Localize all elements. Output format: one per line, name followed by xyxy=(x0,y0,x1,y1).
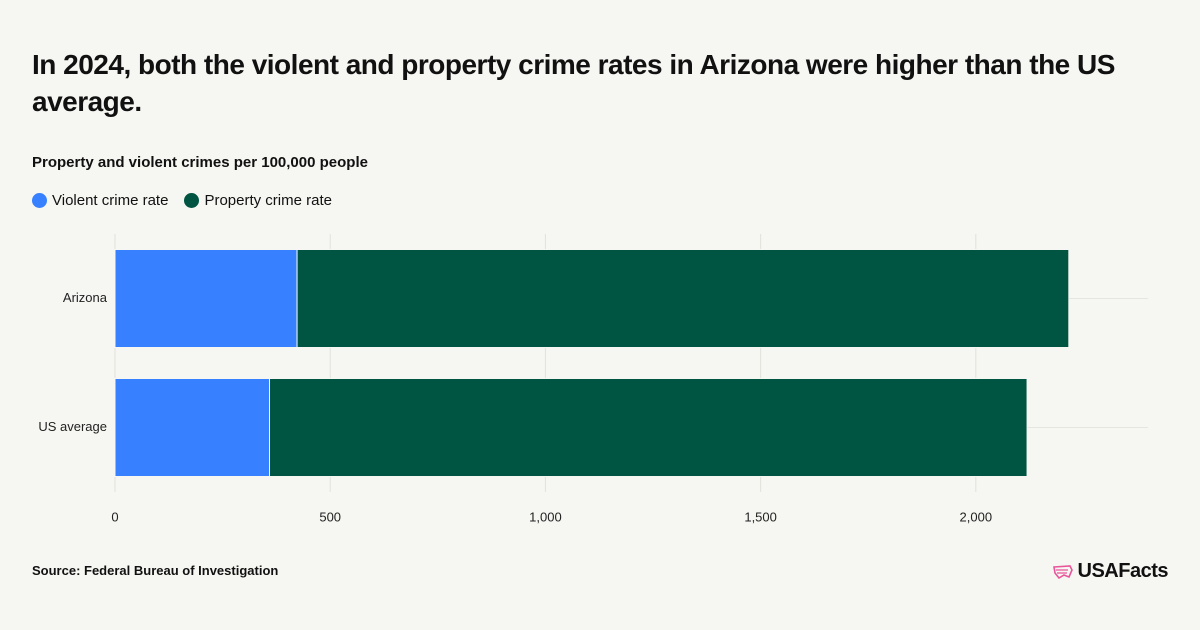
chart-title: In 2024, both the violent and property c… xyxy=(32,49,1115,117)
logo-icon xyxy=(1052,564,1073,579)
bar-segment xyxy=(296,249,1070,348)
source: Source: Federal Bureau of Investigation xyxy=(32,563,279,578)
x-tick-label: 0 xyxy=(111,509,118,524)
x-tick-label: 1,500 xyxy=(744,509,777,524)
bar-segment xyxy=(114,378,271,477)
logo: USAFacts xyxy=(1052,560,1169,583)
legend-item: Violent crime rate xyxy=(32,192,168,209)
chart-subtitle: Property and violent crimes per 100,000 … xyxy=(32,154,368,171)
bar-segment xyxy=(269,378,1028,477)
bar-segment xyxy=(114,249,298,348)
legend-item: Property crime rate xyxy=(184,192,332,209)
y-tick-label: Arizona xyxy=(63,290,108,305)
legend: Violent crime rate Property crime rate xyxy=(32,192,332,209)
logo-text: USAFacts xyxy=(1077,560,1169,582)
x-tick-label: 500 xyxy=(319,509,341,524)
x-tick-label: 2,000 xyxy=(960,509,993,524)
legend-label: Violent crime rate xyxy=(52,192,169,209)
y-tick-label: US average xyxy=(38,419,107,434)
legend-label: Property crime rate xyxy=(204,192,332,209)
x-tick-label: 1,000 xyxy=(529,509,562,524)
legend-swatch xyxy=(184,193,200,208)
legend-swatch xyxy=(32,193,47,208)
